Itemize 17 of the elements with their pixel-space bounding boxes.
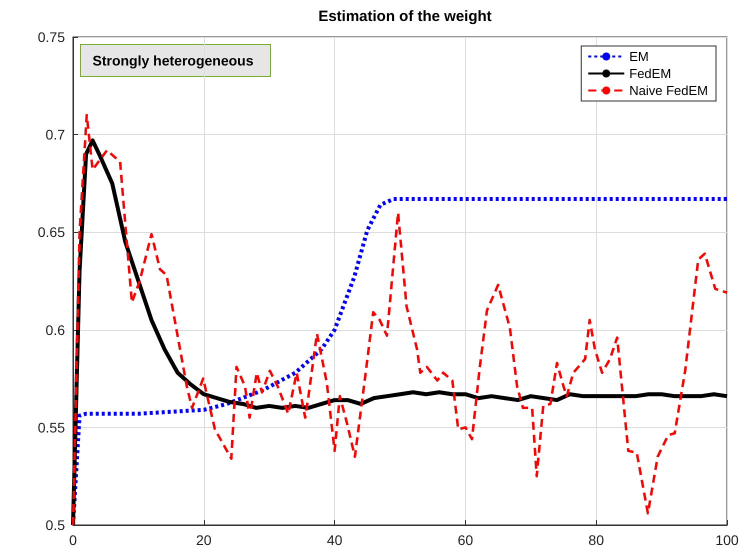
x-tick-label: 0 bbox=[69, 532, 78, 548]
y-tick-label: 0.5 bbox=[46, 517, 66, 533]
x-tick-label: 100 bbox=[715, 532, 739, 548]
y-tick-label: 0.6 bbox=[46, 322, 66, 338]
legend-label: Naive FedEM bbox=[629, 83, 708, 98]
x-tick-label: 60 bbox=[458, 532, 474, 548]
x-tick-label: 20 bbox=[196, 532, 212, 548]
chart-title: Estimation of the weight bbox=[318, 8, 492, 25]
y-tick-label: 0.65 bbox=[38, 224, 66, 240]
legend-label: FedEM bbox=[629, 66, 672, 81]
annotation: Strongly heterogeneous bbox=[92, 52, 254, 68]
x-tick-label: 80 bbox=[588, 532, 604, 548]
y-tick-label: 0.75 bbox=[38, 29, 66, 45]
y-tick-label: 0.55 bbox=[38, 419, 66, 436]
legend-label: EM bbox=[629, 49, 649, 64]
x-tick-label: 40 bbox=[326, 532, 343, 548]
y-tick-label: 0.7 bbox=[46, 126, 66, 143]
